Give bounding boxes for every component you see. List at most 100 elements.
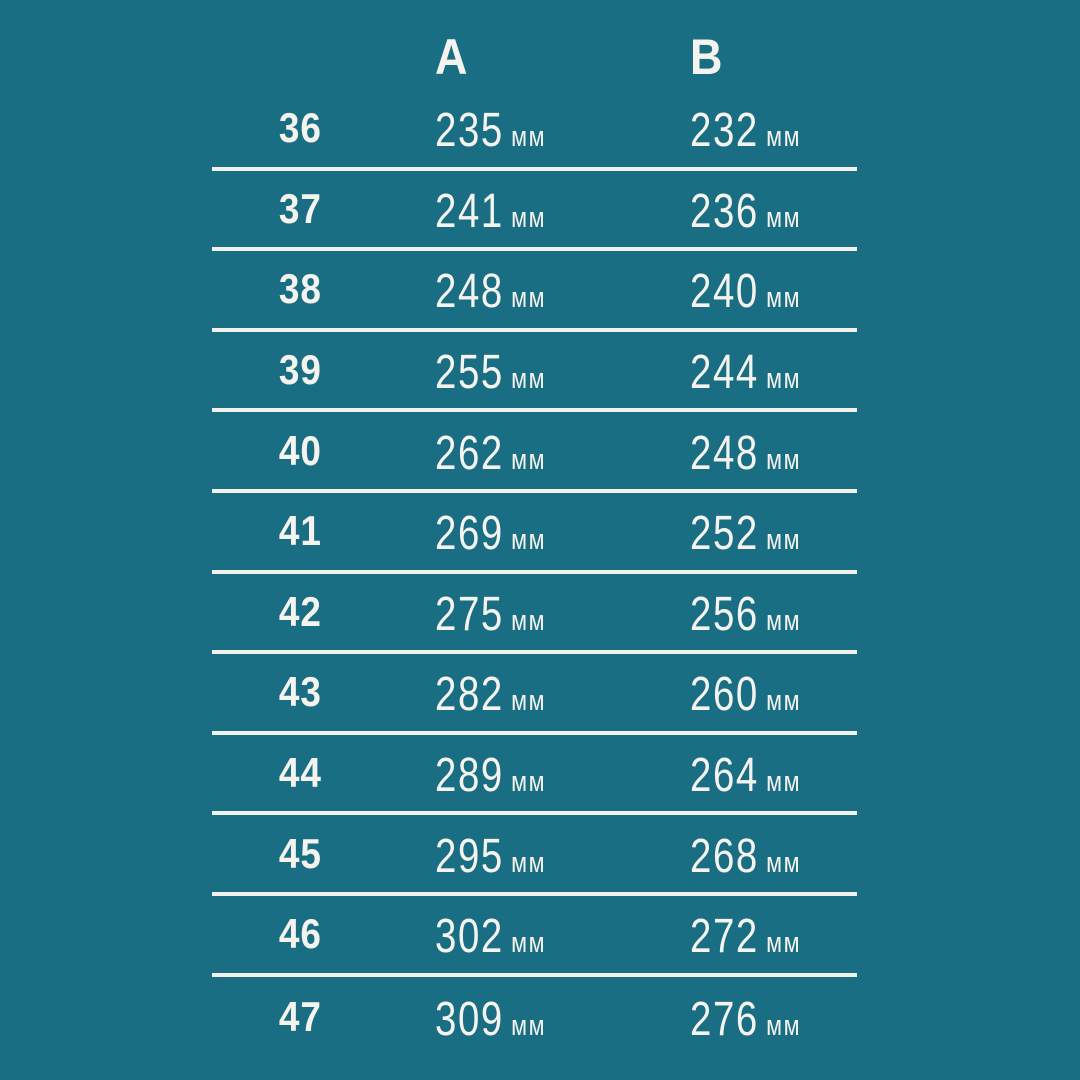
length-a-cell: 241 мм	[435, 185, 574, 235]
length-a-value: 275	[435, 587, 504, 641]
unit-label: мм	[511, 524, 547, 557]
unit-label: мм	[511, 363, 547, 396]
length-a-value: 241	[435, 184, 504, 238]
unit-label: мм	[766, 846, 802, 879]
length-a-value: 302	[435, 910, 504, 964]
length-b-cell: 244 мм	[690, 346, 829, 397]
table-row: 43 282 мм 260 мм	[212, 654, 857, 735]
size-value: 40	[278, 426, 322, 474]
table-row: 37 241 мм 236 мм	[212, 171, 857, 252]
unit-label: мм	[766, 201, 802, 234]
unit-label: мм	[766, 282, 802, 315]
size-label: 46	[212, 913, 388, 955]
size-label: 40	[212, 426, 388, 474]
size-label: 44	[212, 752, 388, 794]
unit-label: мм	[766, 766, 802, 799]
length-a-value: 289	[435, 749, 504, 803]
length-b-value: 256	[690, 587, 759, 641]
size-label: 38	[212, 268, 388, 310]
size-value: 38	[278, 265, 322, 313]
length-a-cell: 282 мм	[435, 668, 574, 719]
length-b-cell: 268 мм	[690, 830, 829, 880]
column-b-header: B	[690, 29, 724, 85]
length-b-cell: 252 мм	[690, 507, 829, 558]
length-b-value: 240	[690, 265, 759, 319]
unit-label: мм	[766, 363, 802, 396]
length-b-cell: 260 мм	[690, 668, 829, 719]
length-b-cell: 232 мм	[690, 104, 829, 155]
length-b-value: 260	[690, 668, 759, 722]
size-value: 36	[278, 104, 322, 152]
size-label: 36	[212, 107, 388, 149]
length-a-cell: 295 мм	[435, 830, 574, 880]
length-a-cell: 275 мм	[435, 588, 574, 638]
length-a-value: 295	[435, 829, 504, 883]
length-a-value: 262	[435, 426, 504, 480]
length-a-value: 309	[435, 992, 504, 1046]
length-b-value: 248	[690, 426, 759, 480]
size-label: 41	[212, 510, 388, 552]
table-row: 36 235 мм 232 мм	[212, 90, 857, 171]
table-row: 45 295 мм 268 мм	[212, 815, 857, 896]
length-a-cell: 262 мм	[435, 427, 574, 477]
table-row: 42 275 мм 256 мм	[212, 574, 857, 655]
column-a-header: A	[435, 29, 469, 85]
size-label: 39	[212, 349, 388, 391]
length-a-cell: 309 мм	[435, 993, 574, 1043]
unit-label: мм	[511, 1009, 547, 1042]
size-label: 45	[212, 829, 388, 877]
length-b-cell: 264 мм	[690, 749, 829, 800]
size-value: 46	[278, 910, 322, 958]
size-value: 43	[278, 668, 322, 716]
unit-label: мм	[511, 443, 547, 476]
table-row: 39 255 мм 244 мм	[212, 332, 857, 413]
size-value: 41	[278, 507, 322, 555]
unit-label: мм	[511, 121, 547, 154]
unit-label: мм	[511, 604, 547, 637]
length-a-value: 235	[435, 104, 504, 158]
size-table: A B 36 235 мм 232 мм 37 241 мм 236 мм 38 248…	[212, 0, 857, 1057]
unit-label: мм	[766, 443, 802, 476]
unit-label: мм	[511, 282, 547, 315]
size-value: 39	[278, 346, 322, 394]
size-label: 43	[212, 671, 388, 713]
unit-label: мм	[766, 927, 802, 960]
unit-label: мм	[511, 846, 547, 879]
length-a-value: 255	[435, 346, 504, 400]
unit-label: мм	[766, 524, 802, 557]
unit-label: мм	[511, 685, 547, 718]
length-b-value: 232	[690, 104, 759, 158]
size-label: 47	[212, 995, 388, 1038]
length-b-value: 236	[690, 184, 759, 238]
length-a-cell: 248 мм	[435, 265, 574, 316]
length-b-cell: 256 мм	[690, 588, 829, 638]
unit-label: мм	[766, 1009, 802, 1042]
length-b-value: 272	[690, 910, 759, 964]
length-b-cell: 272 мм	[690, 910, 829, 961]
length-a-value: 248	[435, 265, 504, 319]
size-value: 37	[278, 184, 322, 232]
unit-label: мм	[511, 766, 547, 799]
table-row: 46 302 мм 272 мм	[212, 896, 857, 977]
length-b-value: 268	[690, 829, 759, 883]
size-label: 37	[212, 184, 388, 232]
unit-label: мм	[766, 685, 802, 718]
length-b-value: 264	[690, 749, 759, 803]
length-a-cell: 235 мм	[435, 104, 574, 155]
size-label: 42	[212, 590, 388, 633]
table-header-row: A B	[212, 0, 857, 90]
length-b-value: 276	[690, 992, 759, 1046]
length-b-cell: 248 мм	[690, 427, 829, 477]
unit-label: мм	[766, 604, 802, 637]
table-row: 38 248 мм 240 мм	[212, 251, 857, 332]
length-b-cell: 276 мм	[690, 993, 829, 1043]
length-a-value: 269	[435, 507, 504, 561]
size-value: 45	[278, 829, 322, 877]
length-a-cell: 269 мм	[435, 507, 574, 558]
unit-label: мм	[511, 201, 547, 234]
table-row: 44 289 мм 264 мм	[212, 735, 857, 816]
unit-label: мм	[511, 927, 547, 960]
length-b-cell: 240 мм	[690, 265, 829, 316]
table-row: 47 309 мм 276 мм	[212, 977, 857, 1058]
